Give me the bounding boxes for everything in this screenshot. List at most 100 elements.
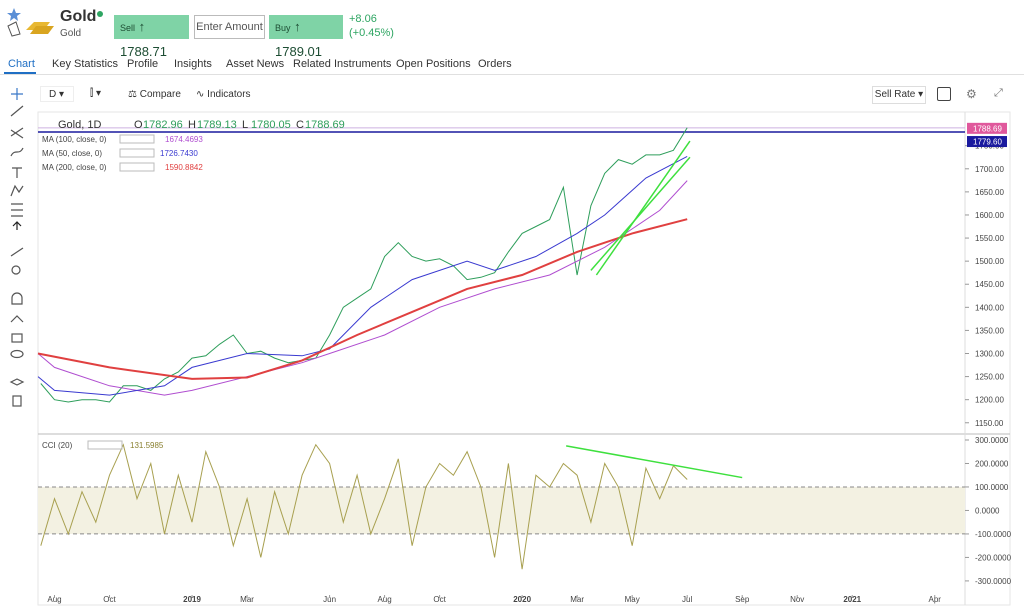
logo-icons (7, 8, 54, 37)
x-tick-label: Aug (377, 595, 391, 604)
y-tick-label: 100.0000 (975, 483, 1009, 492)
magnet-tool[interactable] (11, 292, 23, 305)
ruler-tool[interactable] (10, 247, 24, 257)
fib-tool[interactable] (10, 127, 24, 139)
x-tick-label: Jul (682, 595, 692, 604)
ma-name: MA (200, close, 0) (42, 163, 107, 172)
chart-type[interactable]: ⫿ ▾ (90, 88, 101, 99)
x-tick-label: 2020 (513, 595, 531, 604)
x-tick-label: Aug (47, 595, 61, 604)
y-tick-label: 1450.00 (975, 280, 1004, 289)
legend: Gold, 1D O 1782.96 H 1789.13 L 1780.05 C 1788.69… (42, 119, 345, 172)
layout-button[interactable] (937, 87, 951, 101)
cci-title: CCI (20) (42, 441, 73, 450)
tab[interactable]: Open Positions (396, 58, 471, 70)
price-tag (967, 122, 1007, 134)
fullscreen-button[interactable]: ⤢ (994, 87, 1003, 99)
lock-tool[interactable] (11, 333, 23, 343)
zoom-tool[interactable] (11, 265, 21, 275)
ohlc-value: 1788.69 (305, 119, 345, 131)
x-tick-label: Sep (735, 595, 750, 604)
series-line (37, 180, 688, 396)
x-tick-label: Mar (570, 595, 584, 604)
cci-controls (87, 440, 123, 450)
settings-button[interactable]: ⚙ (966, 87, 977, 101)
price-tag (967, 136, 1007, 148)
interval: D (49, 89, 57, 100)
x-tick-label: 2021 (843, 595, 861, 604)
ma-value: 1726.7430 (160, 149, 198, 158)
trendline (590, 156, 691, 271)
compare: Compare (139, 89, 181, 100)
ohlc-key: L (242, 119, 248, 131)
lock-drawing[interactable] (10, 315, 24, 323)
x-tick-label: Nov (790, 595, 804, 604)
tab-bar: Chart Key Statistics Profile Insights Asset … (0, 52, 1024, 75)
trendline (595, 140, 691, 276)
change-pct: (+0.45%) (349, 27, 394, 39)
ma-controls (119, 134, 155, 144)
drawing-tools (9, 88, 25, 407)
ohlc-key: H (188, 119, 196, 131)
tab[interactable]: Insights (174, 58, 212, 70)
ma-controls (119, 148, 155, 158)
line-tool[interactable] (10, 105, 24, 117)
delete-tool[interactable] (12, 395, 22, 407)
tab[interactable]: Asset News (226, 58, 285, 70)
trendline (566, 445, 743, 479)
cci-value: 131.5985 (130, 441, 164, 450)
buy-price: 1789.01 (275, 44, 322, 59)
buy-label: Buy (275, 23, 291, 33)
buy-button[interactable]: Buy ↑ 1789.01 (269, 15, 343, 59)
series-line (37, 155, 688, 396)
x-tick-label: Oct (433, 595, 446, 604)
tab[interactable]: Chart (8, 58, 35, 70)
ma-controls (119, 162, 155, 172)
interval-select[interactable]: D ▾ (40, 86, 74, 102)
instrument-name: Gold (60, 8, 97, 25)
legend-title: Gold, 1D (58, 119, 101, 131)
price-tag-label: 1779.60 (973, 138, 1002, 147)
arrow-tool[interactable] (12, 221, 22, 230)
y-tick-label: 1700.00 (975, 165, 1004, 174)
x-tick-label: 2019 (183, 595, 201, 604)
x-tick-label: Apr (929, 595, 942, 604)
y-tick-label: -300.0000 (975, 577, 1012, 586)
pattern-tool[interactable] (10, 184, 24, 197)
visibility-tool[interactable] (10, 349, 24, 359)
x-tick-label: Jun (323, 595, 336, 604)
y-tick-label: 1150.00 (975, 419, 1004, 428)
y-tick-label: 1250.00 (975, 373, 1004, 382)
tab[interactable]: Related Instruments (293, 58, 392, 70)
ohlc-key: O (134, 119, 143, 131)
y-tick-label: 1600.00 (975, 211, 1004, 220)
rate: Sell Rate (874, 89, 916, 100)
y-tick-label: 1200.00 (975, 396, 1004, 405)
y-tick-label: 1350.00 (975, 326, 1004, 335)
y-tick-label: 1650.00 (975, 188, 1004, 197)
tab[interactable]: Orders (478, 58, 512, 70)
amount-input[interactable]: Enter Amount (194, 15, 265, 39)
y-tick-label: 1300.00 (975, 350, 1004, 359)
rate-select[interactable]: Sell Rate ▾ (872, 86, 926, 104)
tab[interactable]: Key Statistics (52, 58, 119, 70)
x-tick-label: Mar (240, 595, 254, 604)
compare-button[interactable]: ⚖ Compare (128, 89, 181, 100)
indicators-button[interactable]: ∿ Indicators (196, 89, 251, 100)
y-tick-label: 0.0000 (975, 506, 1000, 515)
change: +8.06 (349, 13, 377, 25)
brush-tool[interactable] (10, 147, 24, 157)
series-line (40, 443, 688, 570)
layers-tool[interactable] (9, 378, 25, 386)
crosshair-tool[interactable] (11, 88, 23, 100)
text-tool[interactable] (12, 167, 22, 178)
sell-button[interactable]: Sell ↑ 1788.71 (114, 15, 189, 59)
ohlc-value: 1789.13 (197, 119, 237, 131)
measure-tool[interactable] (11, 203, 23, 217)
y-tick-label: -200.0000 (975, 553, 1012, 562)
y-tick-label: 200.0000 (975, 459, 1009, 468)
x-tick-label: May (625, 595, 640, 604)
active-tab-underline (4, 72, 36, 74)
tab[interactable]: Profile (127, 58, 159, 70)
